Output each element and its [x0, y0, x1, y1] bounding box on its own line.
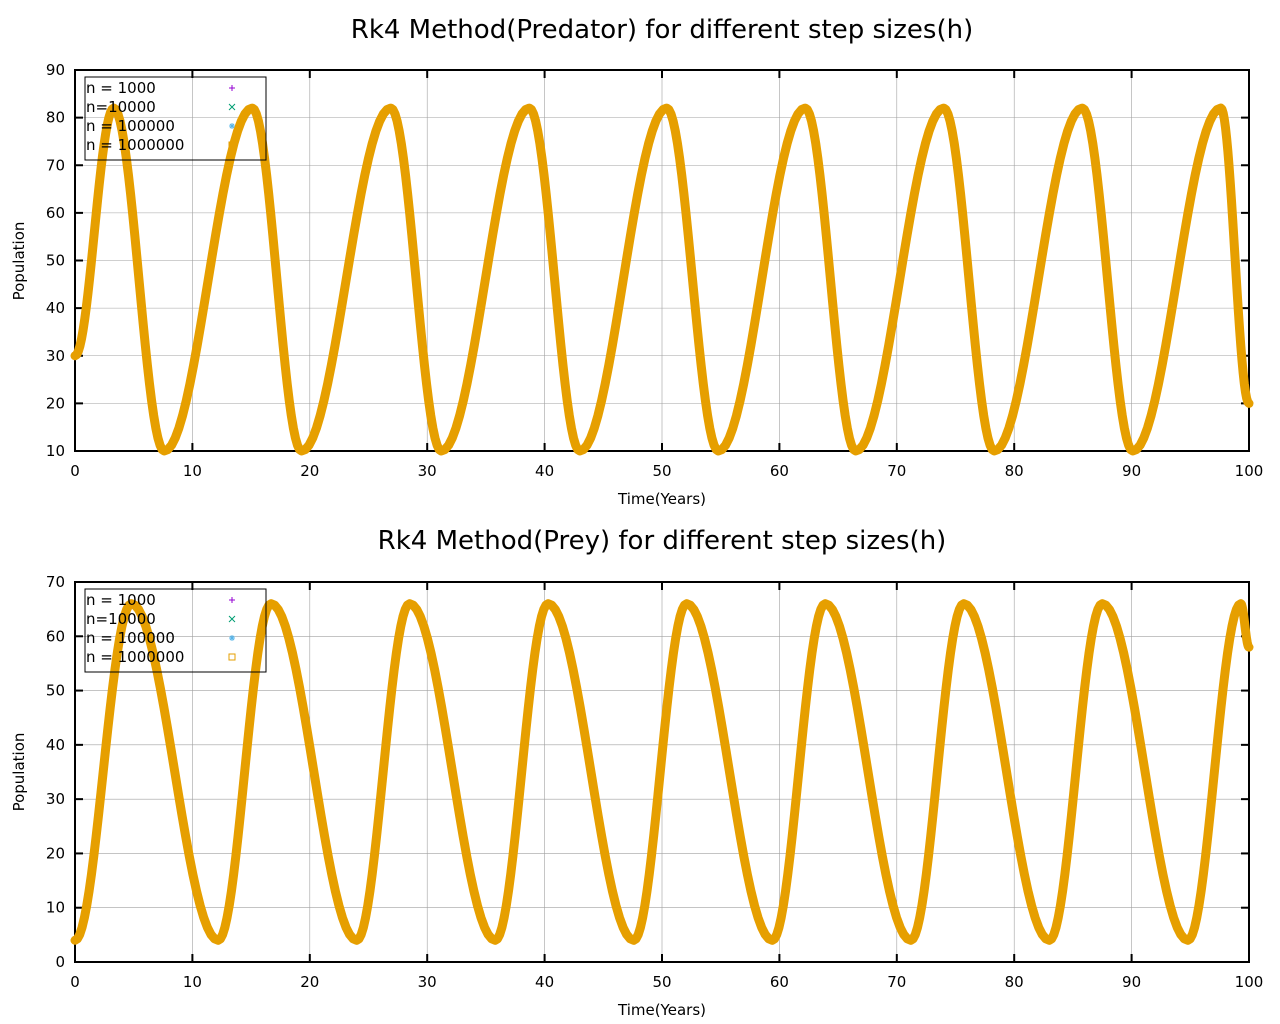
prey-chart-title: Rk4 Method(Prey) for different step size… — [378, 526, 947, 556]
prey-y-tick-label: 30 — [46, 790, 65, 808]
predator-series-line — [70, 103, 1254, 456]
prey-x-tick-label: 10 — [183, 973, 202, 991]
prey-x-tick-label: 40 — [535, 973, 554, 991]
predator-y-tick-label: 40 — [46, 299, 65, 317]
prey-plot-area — [70, 599, 1254, 945]
predator-y-tick-label: 30 — [46, 347, 65, 365]
prey-legend-label: n=10000 — [86, 610, 156, 628]
predator-y-tick-label: 20 — [46, 394, 65, 412]
predator-legend-marker — [229, 85, 235, 91]
prey-x-tick-label: 90 — [1122, 973, 1141, 991]
predator-y-tick-label: 60 — [46, 204, 65, 222]
predator-x-axis-label: Time(Years) — [617, 490, 706, 508]
prey-y-tick-label: 20 — [46, 844, 65, 862]
prey-x-tick-label: 30 — [418, 973, 437, 991]
prey-legend-box — [84, 588, 267, 673]
predator-y-tick-label: 50 — [46, 252, 65, 270]
predator-x-tick-label: 50 — [652, 462, 671, 480]
predator-legend-label: n = 1000000 — [86, 136, 184, 154]
prey-x-tick-label: 60 — [770, 973, 789, 991]
predator-y-tick-label: 10 — [46, 442, 65, 460]
prey-y-tick-label: 0 — [55, 953, 65, 971]
predator-panel: Rk4 Method(Predator) for different step … — [10, 15, 1263, 508]
prey-x-tick-label: 0 — [70, 973, 80, 991]
predator-legend-box — [84, 76, 267, 161]
prey-y-tick-label: 60 — [46, 627, 65, 645]
prey-x-tick-label: 70 — [887, 973, 906, 991]
prey-legend-marker — [229, 635, 235, 641]
predator-legend-label: n = 1000 — [86, 79, 156, 97]
predator-y-tick-label: 70 — [46, 156, 65, 174]
prey-legend-label: n = 1000000 — [86, 648, 184, 666]
prey-y-tick-label: 50 — [46, 682, 65, 700]
predator-x-tick-label: 0 — [70, 462, 80, 480]
predator-y-axis-label: Population — [10, 222, 28, 301]
predator-legend-label: n=10000 — [86, 98, 156, 116]
prey-x-axis-label: Time(Years) — [617, 1001, 706, 1019]
prey-panel: Rk4 Method(Prey) for different step size… — [10, 526, 1263, 1019]
predator-x-tick-label: 30 — [418, 462, 437, 480]
predator-legend-marker — [229, 123, 235, 129]
prey-series-line — [70, 599, 1254, 945]
predator-x-tick-label: 70 — [887, 462, 906, 480]
predator-x-tick-label: 80 — [1005, 462, 1024, 480]
prey-y-axis-label: Population — [10, 733, 28, 812]
prey-x-tick-label: 50 — [652, 973, 671, 991]
predator-x-tick-label: 60 — [770, 462, 789, 480]
prey-legend-marker — [228, 615, 236, 623]
prey-legend-label: n = 1000 — [86, 591, 156, 609]
predator-x-tick-label: 90 — [1122, 462, 1141, 480]
predator-legend-label: n = 100000 — [86, 117, 175, 135]
prey-legend-label: n = 100000 — [86, 629, 175, 647]
prey-y-tick-label: 10 — [46, 899, 65, 917]
prey-legend-marker — [229, 597, 235, 603]
predator-x-tick-label: 100 — [1235, 462, 1264, 480]
predator-x-tick-label: 10 — [183, 462, 202, 480]
predator-y-tick-label: 80 — [46, 109, 65, 127]
prey-x-tick-label: 80 — [1005, 973, 1024, 991]
prey-x-tick-label: 20 — [300, 973, 319, 991]
predator-y-tick-label: 90 — [46, 61, 65, 79]
predator-x-tick-label: 20 — [300, 462, 319, 480]
prey-y-tick-label: 40 — [46, 736, 65, 754]
predator-chart-title: Rk4 Method(Predator) for different step … — [351, 15, 974, 45]
predator-plot-area — [70, 103, 1254, 456]
prey-x-tick-label: 100 — [1235, 973, 1264, 991]
prey-y-tick-label: 70 — [46, 573, 65, 591]
predator-legend-marker — [228, 103, 236, 111]
prey-legend-marker — [228, 653, 236, 661]
predator-x-tick-label: 40 — [535, 462, 554, 480]
predator-legend-marker — [228, 141, 236, 149]
